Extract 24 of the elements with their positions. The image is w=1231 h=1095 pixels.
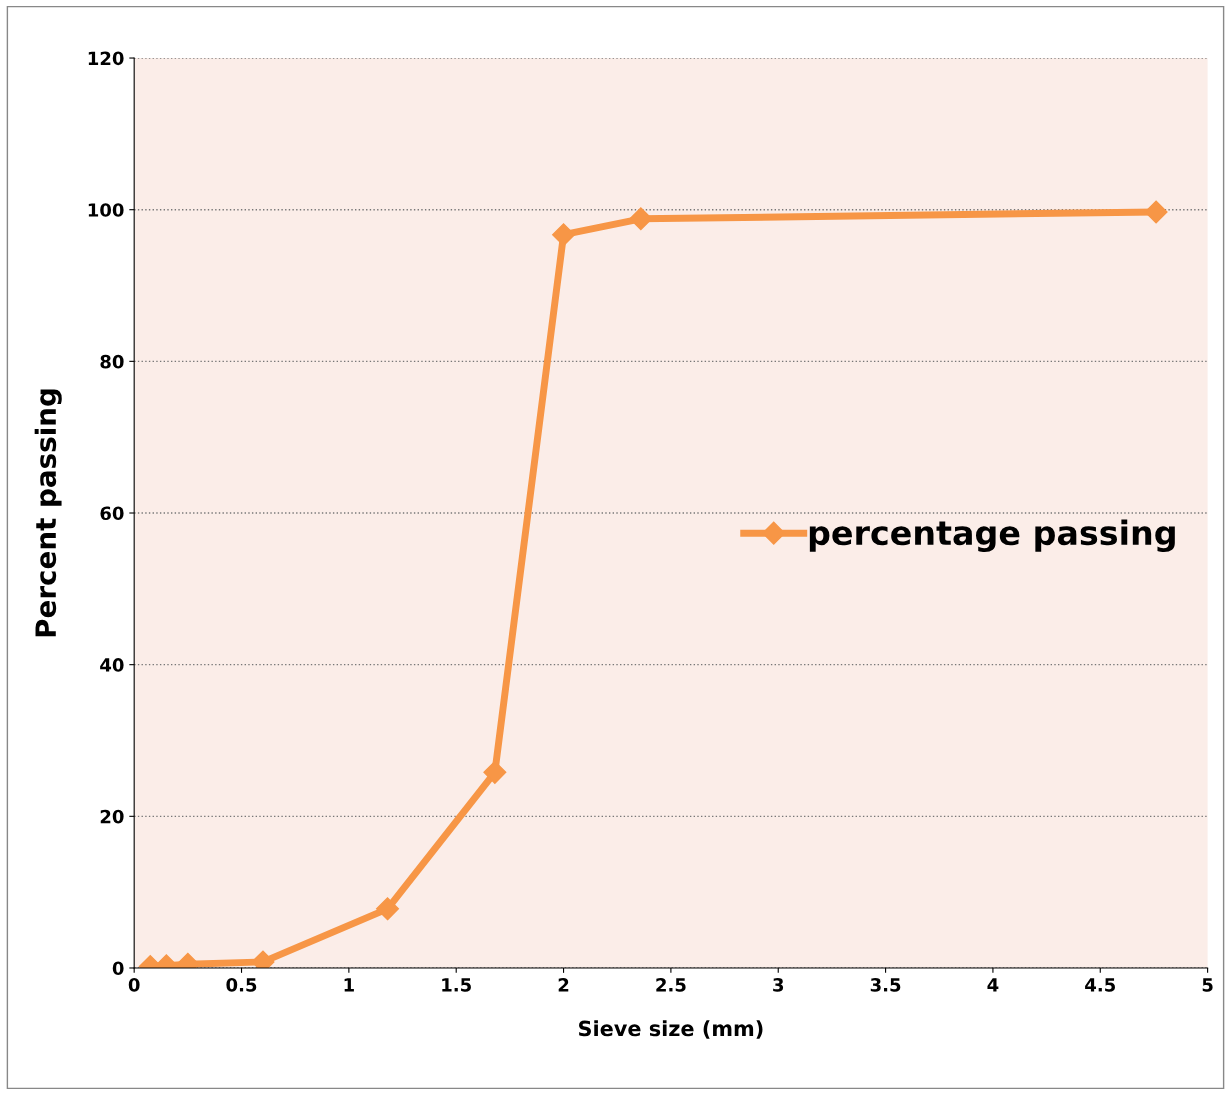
- y-axis-title: Percent passing: [34, 389, 62, 637]
- x-tick-label: 0.5: [226, 978, 257, 992]
- y-tick-label: 0: [112, 961, 124, 976]
- y-tick-label: 100: [88, 203, 124, 217]
- y-tick-label: 20: [100, 809, 124, 824]
- x-tick-label: 4: [987, 978, 999, 992]
- y-tick-label: 120: [88, 51, 124, 66]
- legend-label: percentage passing: [809, 519, 1175, 553]
- x-tick-label: 3.5: [870, 978, 901, 992]
- x-tick-label: 1: [344, 978, 354, 992]
- point: [552, 223, 576, 247]
- x-tick-label: 4.5: [1085, 978, 1115, 992]
- x-axis-title: Sieve size (mm): [579, 1020, 763, 1039]
- y-tick-label: 60: [100, 506, 124, 521]
- x-tick-label: 0: [128, 978, 140, 992]
- point: [629, 207, 653, 231]
- x-tick-label: 1.5: [442, 978, 471, 992]
- x-tick-label: 5: [1202, 978, 1213, 992]
- y-tick-label: 80: [100, 354, 124, 369]
- y-tick-label: 40: [100, 658, 124, 672]
- point: [1144, 200, 1168, 224]
- x-tick-label: 3: [773, 978, 784, 992]
- x-tick-label: 2.5: [656, 978, 686, 992]
- x-tick-label: 2: [558, 978, 569, 992]
